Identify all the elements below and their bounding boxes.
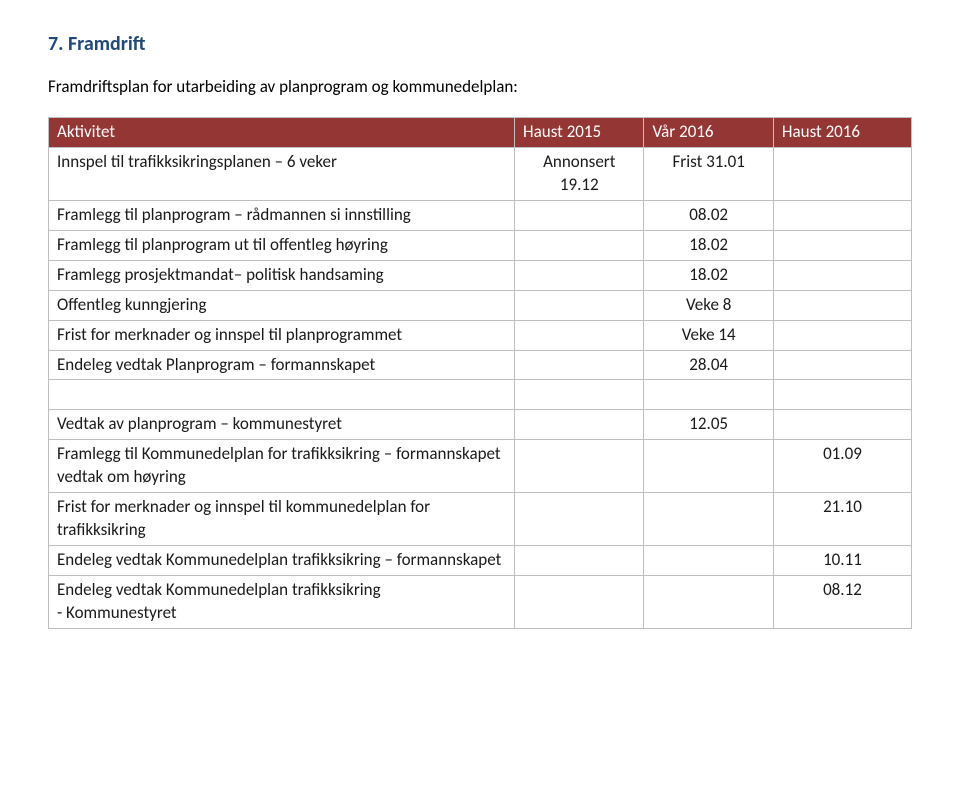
- table-row: Framlegg prosjektmandat– politisk handsa…: [49, 260, 912, 290]
- intro-text: Framdriftsplan for utarbeiding av planpr…: [48, 76, 912, 97]
- cell-activity: Frist for merknader og innspel til kommu…: [49, 493, 515, 546]
- section-heading: 7. Framdrift: [48, 32, 912, 56]
- cell-value: Veke 8: [644, 290, 773, 320]
- cell-value: [644, 576, 773, 629]
- cell-value: [773, 147, 911, 200]
- table-row: Innspel til trafikksikringsplanen – 6 ve…: [49, 147, 912, 200]
- col-haust-2016: Haust 2016: [773, 118, 911, 148]
- cell-value: [515, 290, 644, 320]
- table-row: Frist for merknader og innspel til planp…: [49, 320, 912, 350]
- cell-value: [644, 493, 773, 546]
- cell-value: 08.12: [773, 576, 911, 629]
- table-row: Framlegg til planprogram – rådmannen si …: [49, 200, 912, 230]
- cell-activity: Endeleg vedtak Kommunedelplan trafikksik…: [49, 546, 515, 576]
- cell-activity: Framlegg til planprogram – rådmannen si …: [49, 200, 515, 230]
- table-row: Endeleg vedtak Planprogram – formannskap…: [49, 350, 912, 380]
- cell-value: [515, 546, 644, 576]
- cell-value: Veke 14: [644, 320, 773, 350]
- cell-value: [515, 320, 644, 350]
- table-row: Framlegg til planprogram ut til offentle…: [49, 230, 912, 260]
- cell-value: [773, 350, 911, 380]
- table-header-row: Aktivitet Haust 2015 Vår 2016 Haust 2016: [49, 118, 912, 148]
- cell-value: 21.10: [773, 493, 911, 546]
- cell-value: [773, 410, 911, 440]
- cell-activity: Endeleg vedtak Kommunedelplan trafikksik…: [49, 576, 515, 629]
- table-row: Vedtak av planprogram – kommunestyret 12.…: [49, 410, 912, 440]
- cell-value: Annonsert 19.12: [515, 147, 644, 200]
- cell-value: [644, 440, 773, 493]
- cell-activity: Frist for merknader og innspel til planp…: [49, 320, 515, 350]
- table-cell-empty: [773, 380, 911, 410]
- col-aktivitet: Aktivitet: [49, 118, 515, 148]
- table-cell-empty: [515, 380, 644, 410]
- cell-value: 01.09: [773, 440, 911, 493]
- col-haust-2015: Haust 2015: [515, 118, 644, 148]
- table-cell-empty: [49, 380, 515, 410]
- table-row: Framlegg til Kommunedelplan for trafikks…: [49, 440, 912, 493]
- cell-value: [515, 350, 644, 380]
- table-row: Offentleg kunngjering Veke 8: [49, 290, 912, 320]
- cell-activity: Framlegg til planprogram ut til offentle…: [49, 230, 515, 260]
- cell-value: 12.05: [644, 410, 773, 440]
- table-row: Frist for merknader og innspel til kommu…: [49, 493, 912, 546]
- cell-value: [515, 200, 644, 230]
- col-var-2016: Vår 2016: [644, 118, 773, 148]
- table-spacer-row: [49, 380, 912, 410]
- cell-activity: Endeleg vedtak Planprogram – formannskap…: [49, 350, 515, 380]
- cell-value: 18.02: [644, 230, 773, 260]
- cell-activity: Offentleg kunngjering: [49, 290, 515, 320]
- cell-value: [515, 576, 644, 629]
- table-cell-empty: [644, 380, 773, 410]
- cell-value: 08.02: [644, 200, 773, 230]
- cell-value: 18.02: [644, 260, 773, 290]
- cell-activity: Vedtak av planprogram – kommunestyret: [49, 410, 515, 440]
- cell-activity: Innspel til trafikksikringsplanen – 6 ve…: [49, 147, 515, 200]
- cell-value: [515, 230, 644, 260]
- cell-value: 10.11: [773, 546, 911, 576]
- cell-value: [644, 546, 773, 576]
- table-row: Endeleg vedtak Kommunedelplan trafikksik…: [49, 546, 912, 576]
- table-row: Endeleg vedtak Kommunedelplan trafikksik…: [49, 576, 912, 629]
- cell-value: [773, 260, 911, 290]
- cell-value: [773, 200, 911, 230]
- cell-activity: Framlegg prosjektmandat– politisk handsa…: [49, 260, 515, 290]
- cell-value: 28.04: [644, 350, 773, 380]
- cell-value: [773, 320, 911, 350]
- cell-value: [515, 493, 644, 546]
- cell-value: [515, 410, 644, 440]
- cell-activity: Framlegg til Kommunedelplan for trafikks…: [49, 440, 515, 493]
- cell-value: [515, 440, 644, 493]
- cell-value: [773, 230, 911, 260]
- framdrift-table: Aktivitet Haust 2015 Vår 2016 Haust 2016…: [48, 117, 912, 629]
- cell-value: [773, 290, 911, 320]
- cell-value: [515, 260, 644, 290]
- cell-value: Frist 31.01: [644, 147, 773, 200]
